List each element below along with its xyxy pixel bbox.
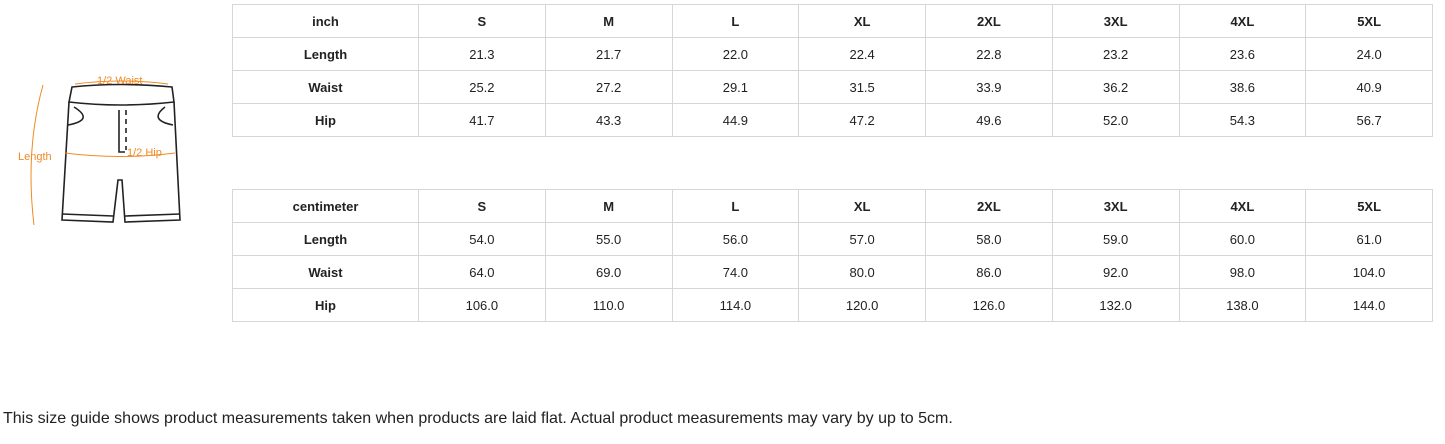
table-row: Hip 106.0 110.0 114.0 120.0 126.0 132.0 138.0 14… <box>232 288 1433 322</box>
measurement-cell: 54.0 <box>418 222 546 256</box>
measurement-cell: 22.8 <box>925 37 1053 71</box>
size-header: M <box>544 4 673 38</box>
measurement-cell: 38.6 <box>1178 70 1307 104</box>
header-row: centimeter S M L XL 2XL 3XL 4XL 5XL <box>232 189 1433 223</box>
measurement-cell: 22.0 <box>671 37 800 71</box>
measurement-cell: 41.7 <box>418 103 546 137</box>
measurement-cell: 52.0 <box>1051 103 1180 137</box>
measurement-cell: 106.0 <box>418 288 546 322</box>
size-header: 5XL <box>1305 4 1433 38</box>
size-header: XL <box>798 189 926 223</box>
size-header: 5XL <box>1305 189 1433 223</box>
measurement-cell: 33.9 <box>925 70 1053 104</box>
row-label: Waist <box>232 70 419 104</box>
size-header: S <box>418 4 546 38</box>
size-header: 4XL <box>1178 189 1307 223</box>
measurement-cell: 74.0 <box>671 255 800 289</box>
measurement-cell: 138.0 <box>1178 288 1307 322</box>
measurement-cell: 29.1 <box>671 70 800 104</box>
measurement-cell: 43.3 <box>544 103 673 137</box>
measurement-cell: 86.0 <box>925 255 1053 289</box>
row-label: Hip <box>232 103 419 137</box>
size-header: 4XL <box>1178 4 1307 38</box>
measurement-cell: 21.3 <box>418 37 546 71</box>
shorts-measurement-illustration: 1/2 Waist 1/2 Hip Length <box>18 75 181 226</box>
size-header: 3XL <box>1051 4 1180 38</box>
unit-header: inch <box>232 4 419 38</box>
measurement-cell: 40.9 <box>1305 70 1433 104</box>
size-header: L <box>671 189 800 223</box>
measurement-cell: 98.0 <box>1178 255 1307 289</box>
table-row: Waist 25.2 27.2 29.1 31.5 33.9 36.2 38.6 40.9 <box>232 70 1433 104</box>
measurement-cell: 24.0 <box>1305 37 1433 71</box>
hip-label: 1/2 Hip <box>127 147 162 159</box>
measurement-cell: 31.5 <box>798 70 926 104</box>
size-header: XL <box>798 4 926 38</box>
measurement-cell: 110.0 <box>544 288 673 322</box>
measurement-cell: 54.3 <box>1178 103 1307 137</box>
measurement-cell: 120.0 <box>798 288 926 322</box>
size-header: 3XL <box>1051 189 1180 223</box>
measurement-cell: 126.0 <box>925 288 1053 322</box>
measurement-cell: 58.0 <box>925 222 1053 256</box>
unit-header: centimeter <box>232 189 419 223</box>
row-label: Length <box>232 222 419 256</box>
measurement-cell: 104.0 <box>1305 255 1433 289</box>
size-header: 2XL <box>925 4 1053 38</box>
measurement-cell: 132.0 <box>1051 288 1180 322</box>
measurement-cell: 49.6 <box>925 103 1053 137</box>
measurement-cell: 27.2 <box>544 70 673 104</box>
measurement-cell: 23.6 <box>1178 37 1307 71</box>
measurement-cell: 44.9 <box>671 103 800 137</box>
measurement-cell: 60.0 <box>1178 222 1307 256</box>
measurement-cell: 80.0 <box>798 255 926 289</box>
row-label: Waist <box>232 255 419 289</box>
measurement-cell: 23.2 <box>1051 37 1180 71</box>
measurement-cell: 57.0 <box>798 222 926 256</box>
measurement-cell: 69.0 <box>544 255 673 289</box>
measurement-cell: 56.0 <box>671 222 800 256</box>
length-label: Length <box>18 151 52 163</box>
size-header: S <box>418 189 546 223</box>
size-header: M <box>544 189 673 223</box>
header-row: inch S M L XL 2XL 3XL 4XL 5XL <box>232 4 1433 38</box>
size-guide-note: This size guide shows product measuremen… <box>3 410 953 427</box>
measurement-cell: 144.0 <box>1305 288 1433 322</box>
measurement-cell: 92.0 <box>1051 255 1180 289</box>
table-row: Length 54.0 55.0 56.0 57.0 58.0 59.0 60.0 61.0 <box>232 222 1433 256</box>
measurement-cell: 55.0 <box>544 222 673 256</box>
size-header: 2XL <box>925 189 1053 223</box>
size-header: L <box>671 4 800 38</box>
measurement-cell: 22.4 <box>798 37 926 71</box>
row-label: Hip <box>232 288 419 322</box>
table-row: Length 21.3 21.7 22.0 22.4 22.8 23.2 23.6 24.0 <box>232 37 1433 71</box>
row-label: Length <box>232 37 419 71</box>
waist-label: 1/2 Waist <box>97 75 142 87</box>
size-table-inch: inch S M L XL 2XL 3XL 4XL 5XL Length 21.3 21.7 22.0 2… <box>232 4 1433 137</box>
measurement-cell: 59.0 <box>1051 222 1180 256</box>
measurement-cell: 64.0 <box>418 255 546 289</box>
table-row: Hip 41.7 43.3 44.9 47.2 49.6 52.0 54.3 56.7 <box>232 103 1433 137</box>
measurement-cell: 21.7 <box>544 37 673 71</box>
measurement-cell: 47.2 <box>798 103 926 137</box>
measurement-cell: 61.0 <box>1305 222 1433 256</box>
measurement-cell: 56.7 <box>1305 103 1433 137</box>
measurement-cell: 114.0 <box>671 288 800 322</box>
measurement-cell: 36.2 <box>1051 70 1180 104</box>
size-table-centimeter: centimeter S M L XL 2XL 3XL 4XL 5XL Length 54.0 55.… <box>232 189 1433 322</box>
measurement-cell: 25.2 <box>418 70 546 104</box>
table-row: Waist 64.0 69.0 74.0 80.0 86.0 92.0 98.0 104.0 <box>232 255 1433 289</box>
